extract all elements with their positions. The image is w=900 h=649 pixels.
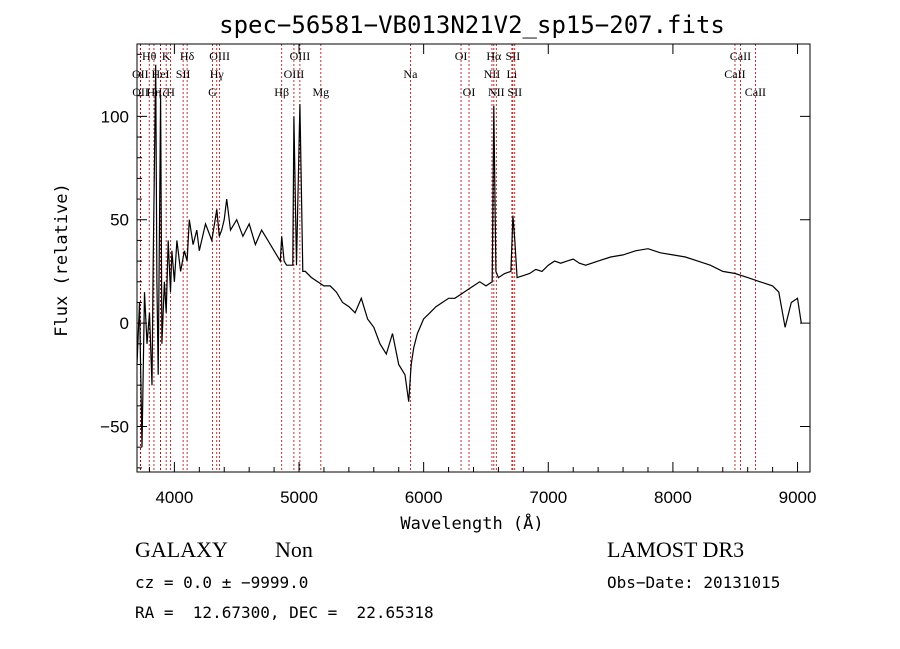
line-label-3: Hη [146, 85, 161, 99]
x-tick-label-4: 8000 [654, 488, 692, 507]
line-label-17: Na [403, 67, 418, 81]
x-tick-label-2: 6000 [405, 488, 443, 507]
line-label-14: OIII [284, 67, 305, 81]
line-label-28: CaII [745, 85, 766, 99]
line-label-18: OI [455, 49, 468, 63]
plot-frame [136, 43, 811, 473]
y-tick-label-3: 100 [101, 107, 129, 126]
chart-title: spec−56581−VB013N21V2_sp15−207.fits [219, 11, 725, 39]
y-axis-label: Flux (relative) [52, 183, 72, 337]
line-label-11: G [208, 85, 217, 99]
x-tick-label-5: 9000 [779, 488, 817, 507]
line-label-1: OII [132, 85, 149, 99]
y-tick-label-2: 50 [110, 211, 129, 230]
line-label-22: NII [488, 85, 505, 99]
observation-date: Obs−Date: 20131015 [607, 573, 781, 592]
object-class: GALAXY [135, 537, 228, 562]
y-axis-ticks: −50 0 50 100 [100, 53, 810, 469]
line-label-13: Hβ [274, 85, 289, 99]
line-label-15: OIII [290, 49, 311, 63]
line-label-19: OI [463, 85, 476, 99]
line-label-12: OIII [209, 49, 230, 63]
line-label-8: SII [176, 67, 191, 81]
line-label-27: CaII [730, 49, 751, 63]
x-tick-label-1: 5000 [280, 488, 318, 507]
x-axis-ticks: 4000 5000 6000 7000 8000 9000 [148, 44, 817, 507]
x-axis-label: Wavelength (Å) [400, 512, 543, 534]
line-label-16: Mg [312, 85, 329, 99]
line-label-10: Hγ [210, 67, 225, 81]
x-tick-label-0: 4000 [155, 488, 193, 507]
coordinates-readout: RA = 12.67300, DEC = 22.65318 [135, 603, 434, 622]
survey-name: LAMOST DR3 [607, 537, 745, 562]
line-label-5: K [162, 49, 171, 63]
line-label-6: HeI [152, 67, 170, 81]
spectrum-line [136, 64, 802, 448]
line-label-7: H [166, 85, 175, 99]
line-label-25: SII [507, 85, 522, 99]
line-label-26: CaII [724, 67, 745, 81]
line-label-24: Li [507, 67, 518, 81]
emission-line-markers: OIIOIIHθHηHζKHeIHSIIHδHγGOIIIHβOIIIOIIIM… [132, 44, 766, 472]
x-tick-label-3: 7000 [529, 488, 567, 507]
line-label-9: Hδ [180, 49, 195, 63]
redshift-readout: cz = 0.0 ± −9999.0 [135, 573, 309, 592]
line-label-21: Hα [486, 49, 502, 63]
y-tick-label-1: 0 [120, 314, 129, 333]
y-tick-label-0: −50 [100, 418, 129, 437]
line-label-20: NII [484, 67, 501, 81]
line-label-23: SII [506, 49, 521, 63]
object-subclass: Non [275, 537, 313, 562]
line-label-2: Hθ [142, 49, 157, 63]
